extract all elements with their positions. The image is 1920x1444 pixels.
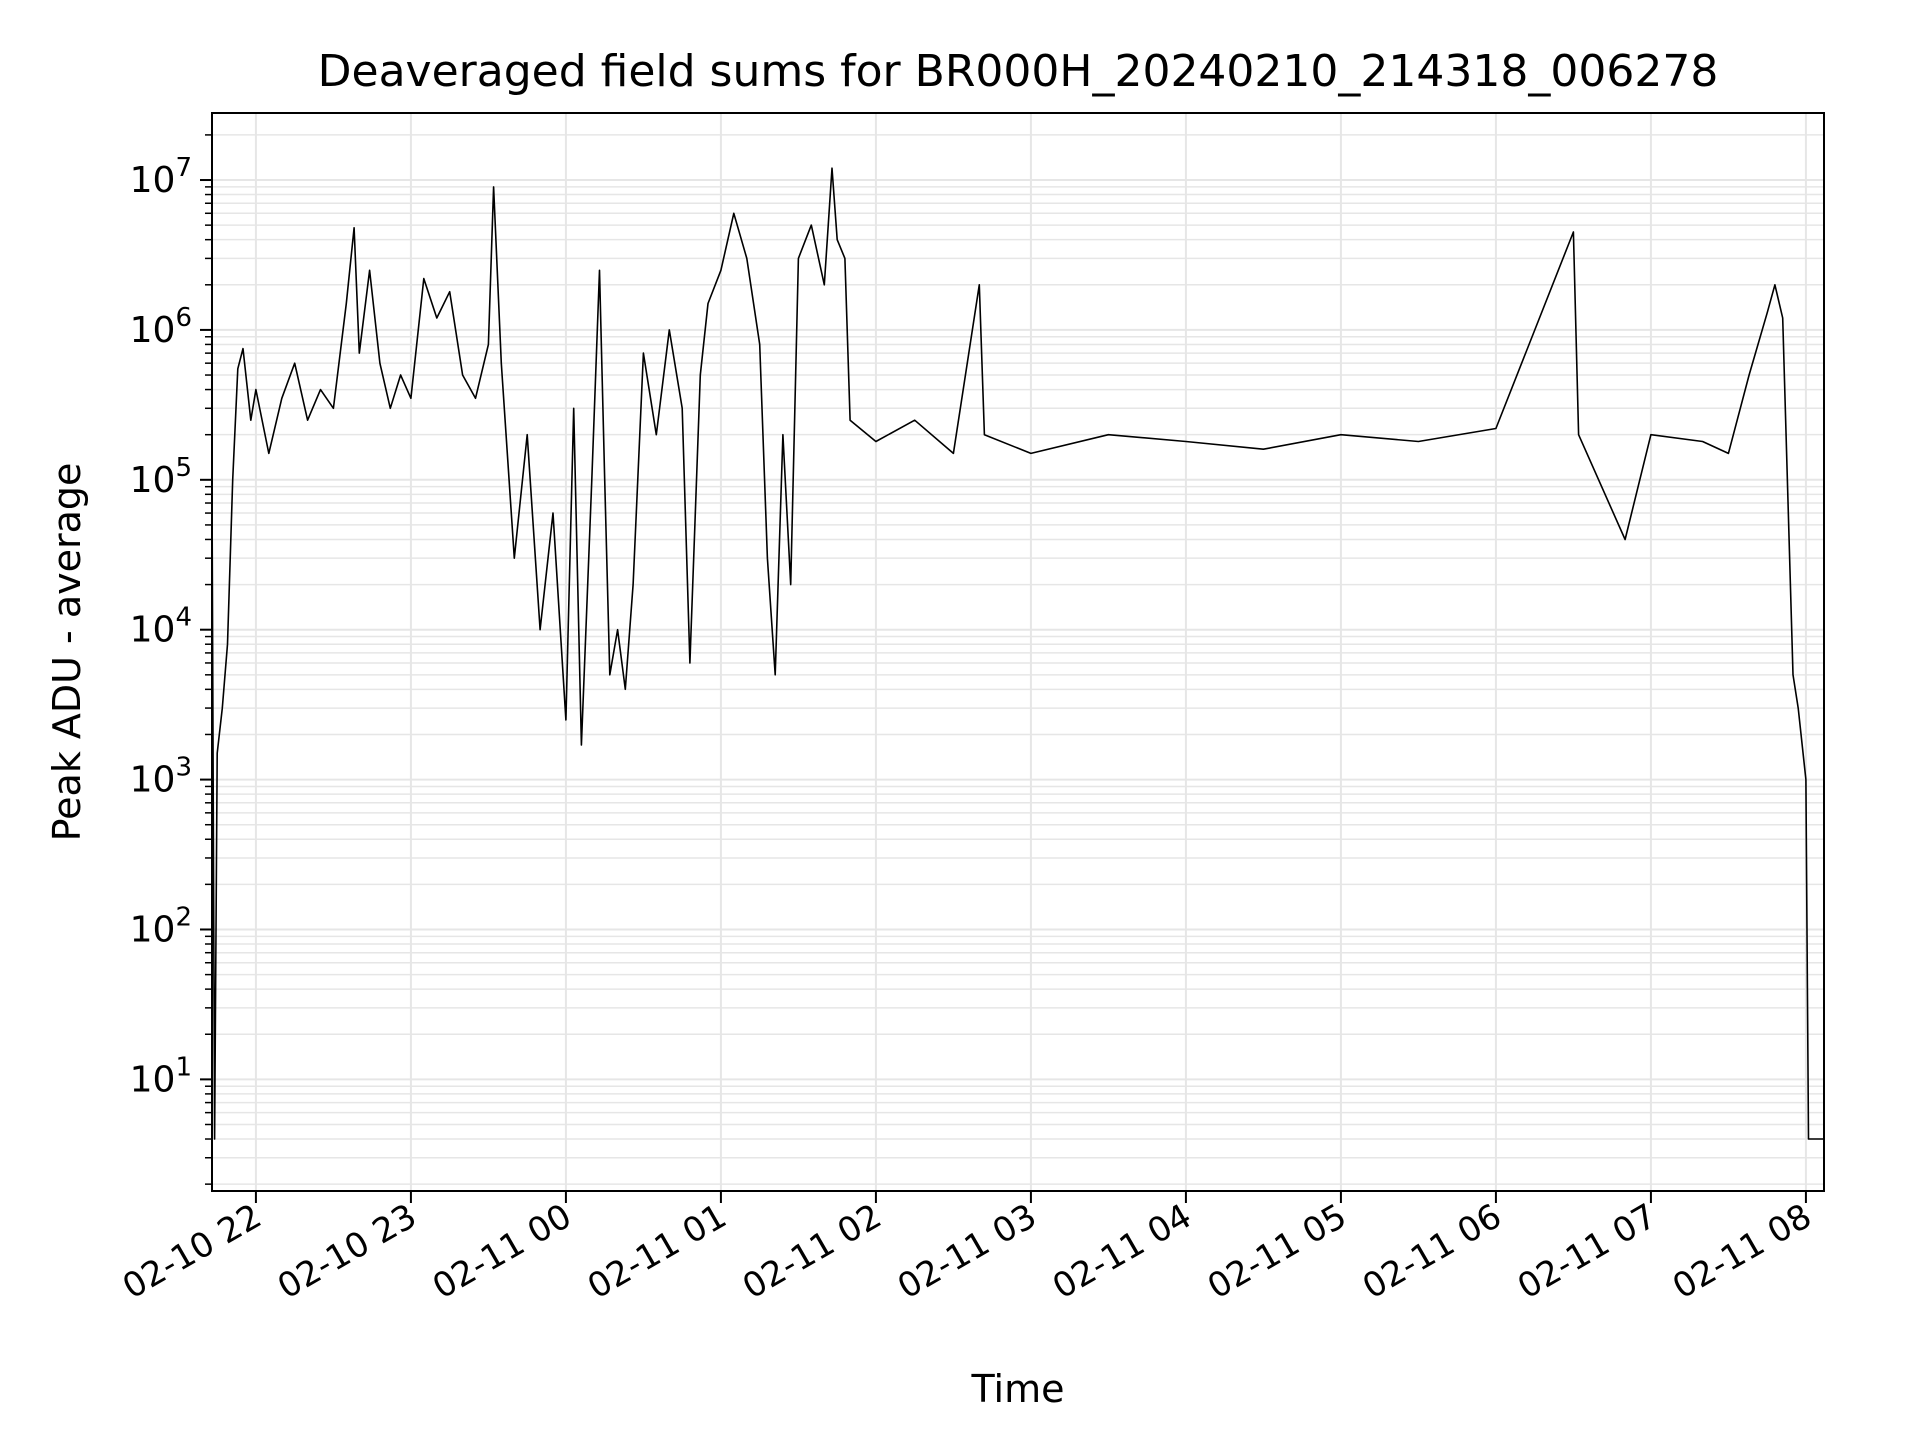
grid-layer	[212, 113, 1824, 1191]
y-tick-label: 102	[130, 902, 192, 950]
y-tick-label: 105	[130, 453, 192, 501]
y-tick-label: 106	[130, 303, 192, 351]
x-tick-label: 02-11 04	[1046, 1196, 1198, 1307]
series-layer	[211, 167, 1824, 1140]
x-tick-label: 02-11 02	[736, 1196, 888, 1307]
y-tick-label: 103	[130, 753, 192, 801]
y-axis-label: Peak ADU - average	[45, 463, 89, 842]
y-tick-label: 101	[130, 1052, 192, 1100]
x-tick-label: 02-11 07	[1511, 1196, 1663, 1307]
chart-title: Deaveraged field sums for BR000H_2024021…	[318, 46, 1719, 97]
y-axis-ticks: 101 102 103 104 105 106 107	[130, 134, 212, 1185]
plot-frame	[211, 112, 1825, 1192]
x-tick-label: 02-11 05	[1201, 1196, 1353, 1307]
x-tick-label: 02-11 01	[581, 1196, 733, 1307]
y-tick-label: 104	[130, 603, 192, 651]
x-axis-label: Time	[971, 1367, 1065, 1411]
y-tick-label: 107	[130, 153, 192, 201]
x-tick-label: 02-10 23	[271, 1196, 423, 1307]
x-tick-label: 02-11 06	[1356, 1196, 1508, 1307]
x-tick-label: 02-11 08	[1666, 1196, 1818, 1307]
series-line	[211, 167, 1824, 1140]
x-tick-label: 02-10 22	[116, 1196, 268, 1307]
x-tick-label: 02-11 00	[426, 1196, 578, 1307]
x-axis-ticks: 02-10 22 02-10 23 02-11 00 02-11 01 02-11 02…	[116, 1191, 1818, 1307]
x-tick-label: 02-11 03	[891, 1196, 1043, 1307]
